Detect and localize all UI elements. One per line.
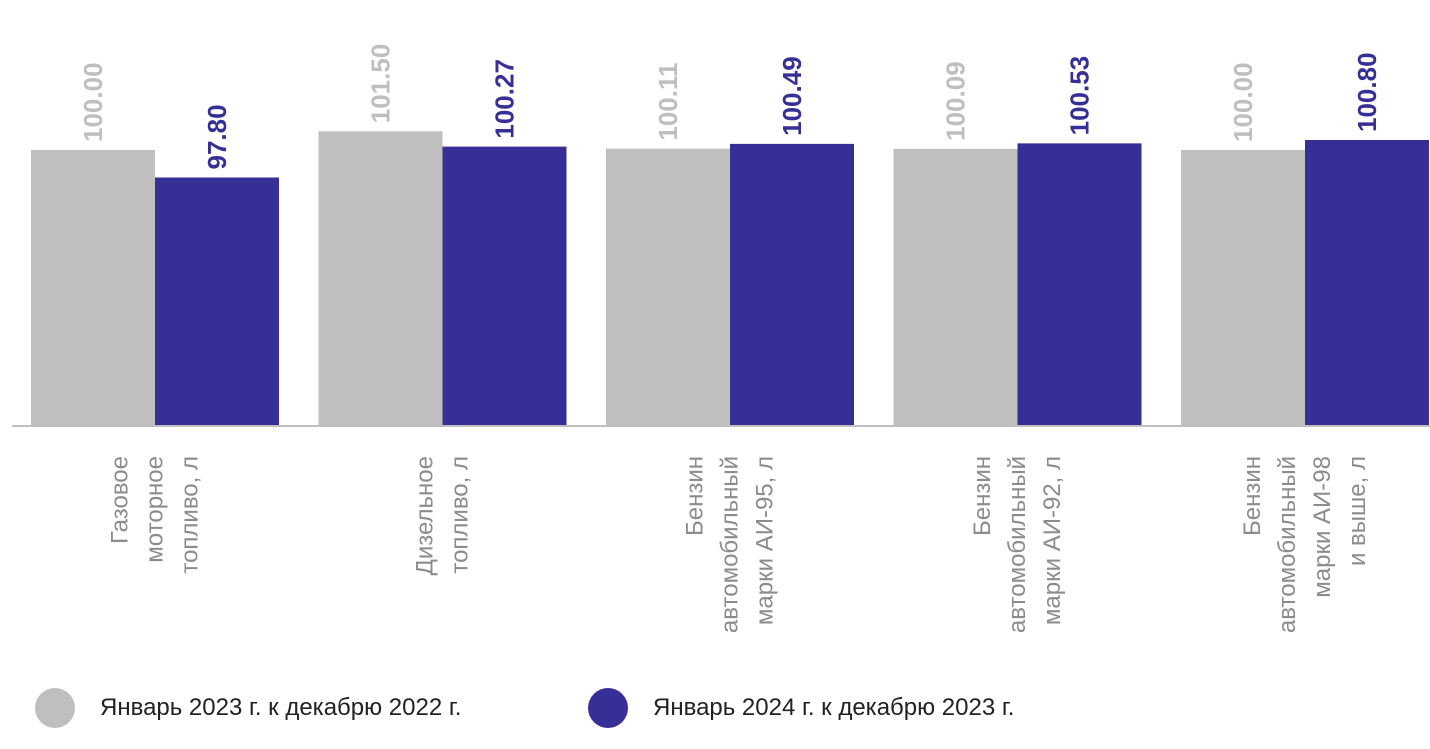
value-label-2024-0: 97.80 <box>202 104 232 169</box>
value-label-2024-3: 100.53 <box>1065 56 1095 136</box>
value-label-2024-4: 100.80 <box>1352 52 1382 132</box>
bar-2023-2 <box>606 148 730 426</box>
category-label-3-line-1: автомобильный <box>1004 456 1031 633</box>
bar-2024-3 <box>1017 143 1142 426</box>
category-label-1-line-1: топливо, л <box>447 456 474 574</box>
bar-2023-3 <box>893 148 1018 426</box>
value-label-2023-3: 100.09 <box>941 61 971 141</box>
bar-2024-1 <box>442 146 567 426</box>
category-label-4-line-3: и выше, л <box>1344 456 1371 566</box>
category-label-4-line-0: Бензин <box>1239 456 1266 536</box>
category-label-0-line-2: топливо, л <box>177 456 204 574</box>
value-label-2024-1: 100.27 <box>490 59 520 139</box>
category-label-4-line-2: марки АИ-98 <box>1309 456 1336 598</box>
value-label-2023-1: 101.50 <box>366 44 396 124</box>
bar-2023-4 <box>1181 150 1305 426</box>
category-label-2-line-0: Бензин <box>682 456 709 536</box>
category-label-2-line-2: марки АИ-95, л <box>752 456 779 625</box>
value-label-2023-4: 100.00 <box>1228 62 1258 142</box>
category-label-1-line-0: Дизельное <box>412 456 439 575</box>
value-label-2023-2: 100.11 <box>653 63 683 141</box>
bar-2024-2 <box>730 143 854 426</box>
bar-2023-0 <box>31 150 155 426</box>
value-label-2024-2: 100.49 <box>777 56 807 136</box>
value-labels-layer: 100.00 97.80 101.50 100.27 100.11 100.49 100.0… <box>78 44 1382 170</box>
value-label-2023-0: 100.00 <box>78 62 108 142</box>
bar-2024-4 <box>1305 140 1429 426</box>
bar-2024-0 <box>155 177 279 426</box>
category-label-4-line-1: автомобильный <box>1274 456 1301 633</box>
legend-label-2024: Январь 2024 г. к декабрю 2023 г. <box>653 694 1015 721</box>
legend-item-2024: Январь 2024 г. к декабрю 2023 г. <box>588 688 1014 728</box>
legend-swatch-2023 <box>35 688 75 728</box>
legend-label-2023: Январь 2023 г. к декабрю 2022 г. <box>100 694 462 721</box>
legend: Январь 2023 г. к декабрю 2022 г. Январь … <box>0 688 1430 738</box>
category-labels-layer: Газовое моторное топливо, л Дизельное топлив… <box>107 456 1372 633</box>
bar-chart: 100.00 97.80 101.50 100.27 100.11 100.49 100.0… <box>12 44 1430 633</box>
category-label-0-line-1: моторное <box>142 456 169 563</box>
legend-item-2023: Январь 2023 г. к декабрю 2022 г. <box>35 688 461 728</box>
legend-swatch-2024 <box>588 688 628 728</box>
category-label-0-line-0: Газовое <box>107 456 134 544</box>
category-label-3-line-0: Бензин <box>969 456 996 536</box>
bars-layer <box>31 131 1429 426</box>
bar-2023-1 <box>318 131 443 426</box>
category-label-3-line-2: марки АИ-92, л <box>1039 456 1066 625</box>
category-label-2-line-1: автомобильный <box>717 456 744 633</box>
